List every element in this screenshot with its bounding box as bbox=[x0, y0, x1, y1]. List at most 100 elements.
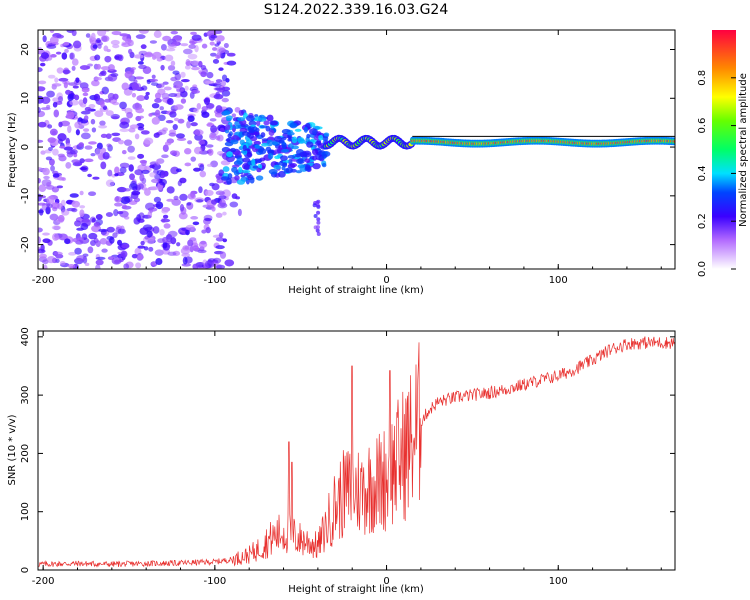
spectrogram-cell bbox=[184, 65, 191, 70]
figure-title: S124.2022.339.16.03.G24 bbox=[264, 2, 449, 18]
spectrogram-cell bbox=[56, 67, 64, 74]
spectrogram-cell bbox=[57, 95, 64, 103]
spectrogram-cell bbox=[42, 232, 50, 236]
spectrogram-cell bbox=[180, 98, 187, 104]
spectrogram-cell bbox=[101, 35, 108, 42]
spectrogram-cell bbox=[154, 109, 161, 118]
spectrogram-cell bbox=[251, 126, 258, 132]
spectrogram-cell bbox=[163, 86, 172, 91]
snr-xtick-label: 0 bbox=[383, 576, 389, 587]
spectrogram-cell bbox=[111, 30, 122, 36]
spectrogram-cell bbox=[48, 146, 53, 152]
spectrogram-cell bbox=[137, 61, 144, 65]
spectrogram-cell bbox=[170, 237, 177, 245]
spectrogram-cell bbox=[233, 170, 240, 176]
spectrogram-cell bbox=[224, 124, 231, 131]
colorbar: 0.0 0.2 0.4 0.6 0.8 Normalized spectral ampl… bbox=[697, 30, 749, 277]
spectrogram-cell bbox=[79, 158, 85, 164]
spectrogram-cell bbox=[322, 136, 329, 141]
colorbar-tick-label: 0.8 bbox=[697, 70, 708, 86]
spectrogram-cell bbox=[120, 196, 131, 204]
spectrogram-cell bbox=[231, 113, 237, 118]
spectrogram-cell bbox=[199, 163, 205, 172]
spectrogram-cell bbox=[126, 111, 133, 119]
spectrogram-cell bbox=[114, 202, 123, 207]
spectrogram-cell bbox=[38, 80, 47, 85]
spectrogram-cell bbox=[274, 155, 281, 160]
spectrogram-cell bbox=[315, 203, 320, 208]
spectrogram-cell bbox=[193, 146, 203, 155]
spectrogram-cell bbox=[117, 239, 123, 246]
spectrogram-cell bbox=[196, 199, 204, 203]
spectrogram-cell bbox=[67, 264, 76, 268]
spectrogram-cell bbox=[149, 78, 159, 82]
spectrogram-cell bbox=[79, 190, 84, 196]
spectrogram-cell bbox=[146, 79, 151, 85]
spectrogram-cell bbox=[215, 237, 225, 242]
spectrogram-cell bbox=[72, 238, 79, 243]
spectrogram-cell bbox=[155, 258, 163, 266]
spectrogram-cell bbox=[168, 132, 177, 137]
spectrogram-cell bbox=[190, 156, 197, 162]
spectrogram-cell bbox=[210, 199, 218, 205]
spectrogram-cell bbox=[117, 211, 124, 215]
spectrogram-cell bbox=[92, 44, 98, 49]
spectrogram-cell bbox=[114, 173, 119, 177]
spectrogram-cell bbox=[258, 148, 267, 155]
spectrogram-cell bbox=[95, 63, 102, 70]
spectrogram-cell bbox=[256, 167, 262, 173]
spectrogram-cell bbox=[135, 107, 145, 114]
spectrogram-cell bbox=[170, 76, 178, 82]
spectrogram-cell bbox=[321, 153, 328, 159]
spectrogram-xlabel: Height of straight line (km) bbox=[288, 285, 424, 296]
spectrogram-cell bbox=[316, 199, 321, 204]
spectrogram-cell bbox=[79, 205, 86, 209]
spectrogram-cell bbox=[197, 249, 207, 254]
spectrogram-cell bbox=[218, 47, 227, 53]
spectrogram-cell bbox=[225, 115, 233, 121]
spectrogram-cell bbox=[159, 106, 165, 111]
spectrogram-cell bbox=[133, 54, 144, 59]
spectrogram-cell bbox=[121, 243, 130, 249]
spectrogram-cell bbox=[267, 153, 274, 160]
spectrogram-cell bbox=[162, 241, 168, 249]
spectrogram-cell bbox=[68, 251, 77, 256]
spectrogram-cell bbox=[189, 91, 195, 99]
spectrogram-cell bbox=[87, 246, 94, 254]
spectrogram-cell bbox=[95, 240, 101, 248]
spectrogram-cell bbox=[170, 166, 180, 175]
spectrogram-cell bbox=[49, 213, 59, 221]
spectrogram-cell bbox=[238, 109, 244, 116]
spectrogram-cell bbox=[66, 111, 75, 120]
spectrogram-cell bbox=[221, 74, 228, 81]
spectrogram-cell bbox=[190, 122, 198, 127]
spectrogram-cell bbox=[161, 154, 169, 159]
spectrogram-cell bbox=[162, 214, 169, 219]
spectrogram-cell bbox=[248, 120, 257, 127]
spectrogram-cell bbox=[47, 124, 53, 129]
spectrogram-cell bbox=[297, 164, 306, 169]
spectrogram-cell bbox=[100, 161, 107, 170]
spectrogram-cell bbox=[136, 95, 146, 102]
spectrogram-cell bbox=[86, 66, 91, 70]
spectrogram-cell bbox=[251, 158, 256, 166]
spectrogram-cell bbox=[91, 127, 97, 133]
spectrogram-cell bbox=[38, 121, 47, 128]
spectrogram-cell bbox=[203, 97, 211, 106]
spectrogram-cell bbox=[179, 204, 185, 212]
spectrogram-cell bbox=[169, 150, 178, 156]
spectrogram-cell bbox=[178, 212, 188, 220]
spectrogram-cell bbox=[67, 125, 72, 134]
spectrogram-cell bbox=[201, 229, 207, 234]
spectrogram-cell bbox=[65, 162, 72, 169]
spectrogram-cell bbox=[165, 120, 174, 124]
spectrogram-cell bbox=[45, 185, 55, 190]
spectrogram-cell bbox=[227, 173, 233, 179]
spectrogram-cell bbox=[119, 162, 130, 169]
spectrogram-cell bbox=[159, 228, 165, 236]
spectrogram-cell bbox=[135, 262, 142, 269]
spectrogram-cell bbox=[252, 165, 259, 169]
spectrogram-cell bbox=[58, 77, 69, 82]
spectrogram-cell bbox=[139, 173, 145, 182]
